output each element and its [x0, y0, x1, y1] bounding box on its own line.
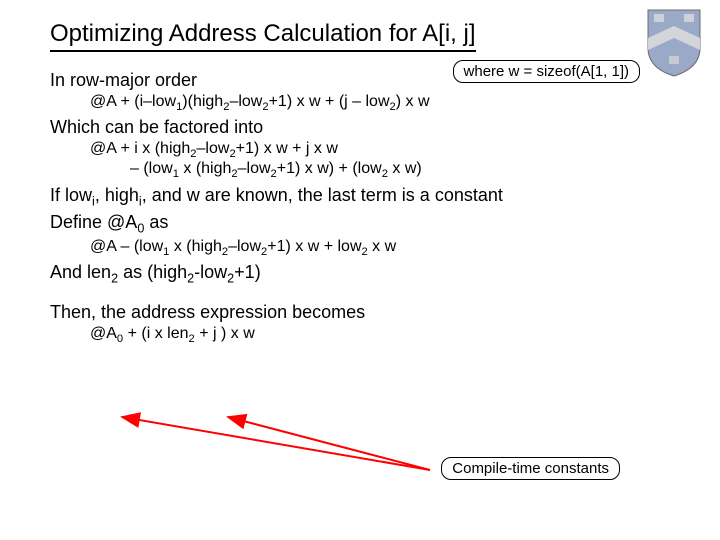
text-define: Define @A0 as [50, 212, 670, 236]
formula-1: @A + (i–low1)(high2–low2+1) x w + (j – l… [90, 93, 670, 113]
text-len: And len2 as (high2-low2+1) [50, 262, 670, 286]
text-factored: Which can be factored into [50, 117, 670, 138]
formula-3: – (low1 x (high2–low2+1) x w) + (low2 x … [130, 160, 670, 180]
callout-constants: Compile-time constants [441, 457, 620, 480]
text-then: Then, the address expression becomes [50, 302, 670, 323]
callout-sizeof: where w = sizeof(A[1, 1]) [453, 60, 640, 83]
formula-2: @A + i x (high2–low2+1) x w + j x w [90, 140, 670, 160]
crest-logo [646, 8, 702, 78]
slide-title: Optimizing Address Calculation for A[i, … [50, 20, 476, 52]
formula-4: @A – (low1 x (high2–low2+1) x w + low2 x… [90, 238, 670, 258]
formula-6: @A0 + (i x len2 + j ) x w [90, 325, 670, 345]
text-ifknown: If lowi, highi, and w are known, the las… [50, 185, 670, 209]
